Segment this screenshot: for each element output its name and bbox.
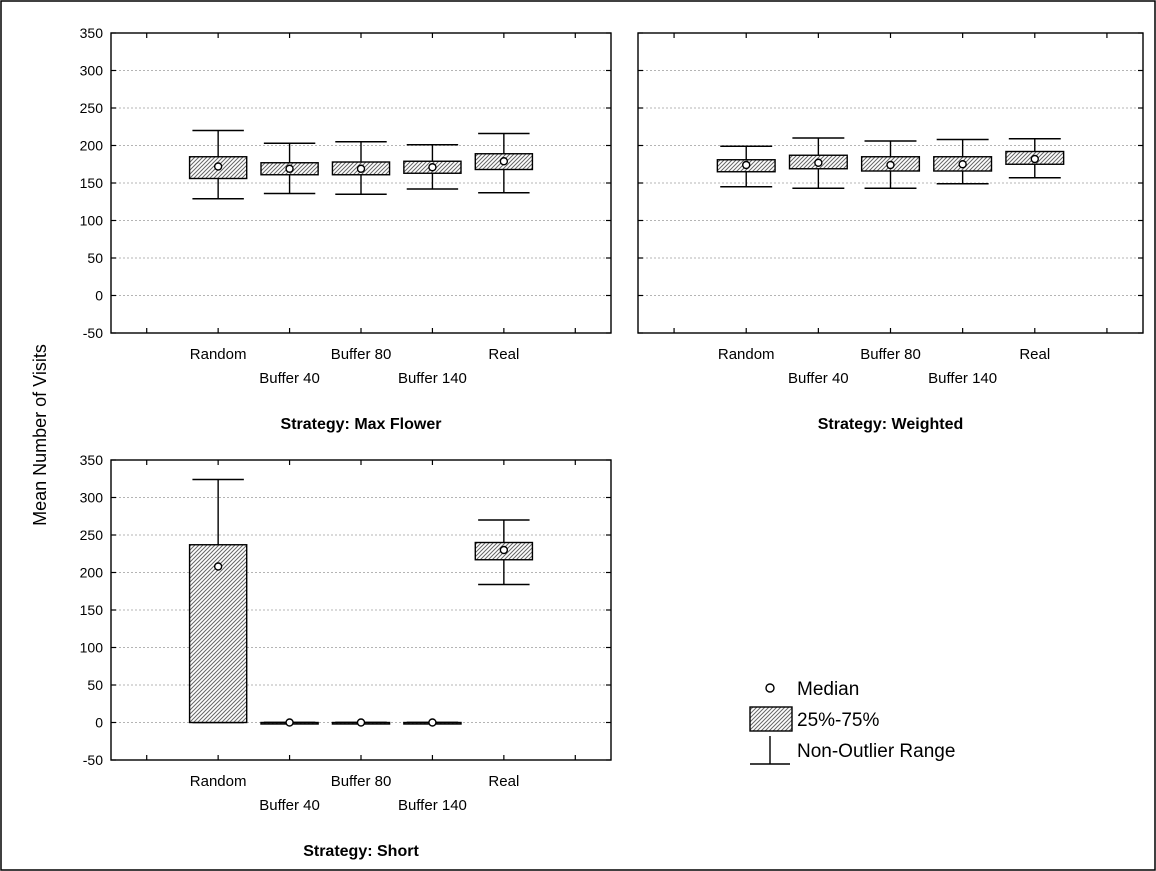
category-label: Buffer 140: [398, 797, 467, 814]
legend-label: Non-Outlier Range: [797, 741, 955, 762]
median-marker: [356, 164, 366, 173]
median-marker: [886, 160, 895, 170]
box-2: [860, 140, 921, 189]
panel-2: -50 0 50 100 150 200 250 300 350 Random Buffer 40 B…: [80, 452, 612, 860]
category-label: Random: [718, 346, 775, 363]
y-tick-label: 200: [80, 565, 104, 581]
panel-title: Strategy: Weighted: [818, 416, 964, 433]
y-tick-label: 300: [80, 490, 104, 506]
box-1: [260, 142, 319, 195]
median-marker: [428, 718, 437, 727]
panel-title: Strategy: Max Flower: [281, 416, 442, 433]
median-marker: [958, 160, 967, 169]
y-tick-label: -50: [83, 752, 103, 768]
median-marker: [428, 163, 437, 172]
median-marker: [814, 158, 823, 167]
box-3: [933, 138, 993, 185]
legend-label: 25%-75%: [797, 710, 879, 731]
box-0: [188, 129, 248, 200]
legend-median-icon: [765, 683, 775, 693]
y-tick-label: 200: [80, 138, 104, 154]
category-label: Buffer 40: [788, 370, 849, 387]
box-2: [331, 718, 391, 727]
y-tick-label: 50: [87, 677, 103, 693]
y-axis-label: Mean Number of Visits: [30, 344, 50, 526]
category-label: Buffer 140: [398, 370, 467, 387]
median-marker: [499, 545, 509, 555]
box-1: [788, 137, 848, 189]
median-marker: [213, 562, 223, 571]
panels: -50 0 50 100 150 200 250 300 350 Random Buffer 40 B…: [80, 25, 1144, 860]
legend-item-median: Median: [765, 679, 859, 700]
box-4: [474, 132, 534, 194]
plot-frame: [110, 32, 612, 334]
y-tick-label: 350: [80, 452, 104, 468]
category-label: Real: [1019, 346, 1050, 363]
median-marker: [285, 718, 294, 727]
iqr-box: [188, 544, 248, 724]
category-label: Random: [190, 346, 247, 363]
median-marker: [742, 160, 751, 170]
legend-item-whisker: Non-Outlier Range: [750, 736, 955, 765]
box-4: [1005, 138, 1065, 179]
median-marker: [285, 164, 294, 173]
median-marker: [499, 157, 509, 166]
legend: Median 25%-75% Non-Outlier Range: [749, 679, 955, 765]
median-marker: [213, 162, 223, 171]
y-tick-label: 150: [80, 175, 104, 191]
box-0: [188, 478, 248, 724]
y-tick-label: 50: [87, 250, 103, 266]
y-tick-label: 250: [80, 100, 104, 116]
category-label: Buffer 140: [928, 370, 997, 387]
box-3: [403, 144, 462, 190]
category-label: Real: [488, 346, 519, 363]
y-tick-label: 100: [80, 213, 104, 229]
category-label: Buffer 80: [331, 346, 392, 363]
box-3: [403, 718, 462, 727]
box-0: [716, 145, 776, 188]
plot-frame: [637, 32, 1144, 334]
y-tick-label: 100: [80, 640, 104, 656]
panel-0: -50 0 50 100 150 200 250 300 350 Random Buffer 40 B…: [80, 25, 612, 433]
category-label: Random: [190, 773, 247, 790]
median-marker: [356, 718, 366, 727]
plot-frame: [110, 459, 612, 761]
median-marker: [1030, 154, 1039, 164]
y-tick-label: 350: [80, 25, 104, 41]
panel-title: Strategy: Short: [303, 843, 419, 860]
y-tick-label: -50: [83, 325, 103, 341]
y-tick-label: 0: [95, 715, 103, 731]
y-tick-label: 150: [80, 602, 104, 618]
category-label: Buffer 80: [860, 346, 921, 363]
legend-label: Median: [797, 679, 859, 700]
y-tick-label: 300: [80, 63, 104, 79]
y-tick-label: 0: [95, 288, 103, 304]
category-label: Real: [488, 773, 519, 790]
legend-box-icon: [749, 706, 793, 732]
category-label: Buffer 40: [259, 370, 320, 387]
box-2: [331, 141, 391, 195]
category-label: Buffer 80: [331, 773, 392, 790]
panel-1: Random Buffer 40 Buffer 80 Buffer 140 Real St…: [637, 32, 1144, 433]
legend-item-box: 25%-75%: [749, 706, 879, 732]
box-1: [260, 718, 319, 727]
box-4: [474, 519, 534, 586]
y-tick-label: 250: [80, 527, 104, 543]
category-label: Buffer 40: [259, 797, 320, 814]
